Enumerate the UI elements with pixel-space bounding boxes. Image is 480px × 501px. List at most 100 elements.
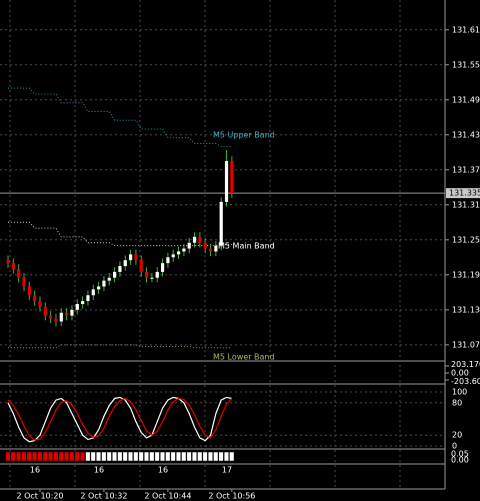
signal-block — [117, 451, 123, 462]
candle-body — [81, 301, 85, 304]
candle-body — [27, 286, 31, 296]
candle-body — [192, 236, 197, 243]
last-price-label: 131.335 — [449, 189, 480, 198]
signal-block — [69, 451, 75, 462]
candle-body — [113, 271, 117, 278]
y-tick-label: 0 — [452, 442, 457, 451]
candle-body — [160, 263, 165, 272]
candle-body — [75, 303, 79, 310]
candle-body — [187, 242, 191, 249]
stochastic-line — [7, 397, 233, 441]
y-tick-label: -203.600 — [451, 377, 480, 386]
signal-block — [63, 451, 70, 462]
day-label: 16 — [158, 466, 168, 475]
candle-body — [118, 266, 122, 272]
candle-body — [219, 201, 223, 246]
signal-block — [133, 451, 139, 462]
day-label: 16 — [94, 466, 104, 475]
signal-block — [101, 451, 107, 462]
signal-block — [191, 451, 197, 462]
candle-body — [134, 254, 138, 261]
signal-block — [21, 451, 27, 462]
signal-block — [90, 451, 96, 462]
signal-block — [170, 451, 176, 462]
day-label: 16 — [30, 466, 40, 475]
x-tick-label: 2 Oct 10:20 — [16, 492, 63, 501]
signal-block — [159, 451, 166, 462]
candle-body — [102, 280, 106, 287]
band-label: M5 Lower Band — [213, 353, 275, 362]
signal-block — [10, 451, 16, 462]
signal-block — [26, 451, 32, 462]
candle-body — [150, 277, 154, 279]
day-label: 17 — [222, 466, 232, 475]
y-tick-label: 20 — [452, 431, 462, 440]
band-label: M5 Main Band — [218, 242, 275, 251]
candle-body — [166, 257, 170, 264]
candle-body — [17, 268, 21, 278]
x-tick-label: 2 Oct 10:44 — [144, 492, 191, 501]
signal-block — [127, 451, 134, 462]
signal-block — [186, 451, 192, 462]
y-tick-label: 131.135 — [452, 305, 480, 314]
y-tick-label: 131.375 — [452, 165, 480, 174]
band-label: M5 Upper Band — [213, 131, 275, 140]
y-tick-label: 131.555 — [452, 60, 480, 69]
signal-block — [149, 451, 155, 462]
signal-block — [181, 451, 187, 462]
y-tick-label: 131.075 — [452, 340, 480, 349]
signal-block — [143, 451, 150, 462]
stochastic-line — [7, 396, 232, 443]
signal-block — [106, 451, 112, 462]
signal-block — [85, 451, 91, 462]
signal-block — [154, 451, 160, 462]
candle-body — [139, 260, 143, 272]
candle-body — [91, 289, 95, 296]
candle-body — [6, 260, 10, 264]
y-tick-label: 100 — [452, 388, 467, 397]
y-tick-label: 131.255 — [452, 235, 480, 244]
signal-block — [175, 451, 182, 462]
signal-block — [32, 451, 38, 462]
signal-block — [122, 451, 128, 462]
x-tick-label: 2 Oct 10:32 — [80, 492, 127, 501]
candle-body — [182, 248, 186, 252]
signal-block — [223, 451, 229, 462]
candle-body — [70, 309, 74, 316]
candle-body — [54, 318, 58, 322]
candle-body — [86, 295, 90, 302]
signal-block — [213, 451, 219, 462]
candle-body — [49, 315, 53, 319]
signal-block — [47, 451, 54, 462]
candle-body — [214, 245, 218, 252]
signal-block — [218, 451, 224, 462]
y-tick-label: 131.435 — [452, 130, 480, 139]
candle-body — [65, 312, 69, 316]
candle-body — [38, 301, 42, 307]
y-tick-label: 203.170 — [451, 360, 480, 369]
signal-block — [16, 451, 22, 462]
candle-body — [107, 277, 111, 281]
y-tick-label: 0.00 — [451, 368, 469, 377]
candle-body — [171, 254, 175, 258]
y-tick-label: 0.00 — [451, 456, 469, 465]
candle-body — [155, 271, 159, 278]
signal-block — [229, 451, 235, 462]
signal-block — [79, 451, 86, 462]
candle-body — [59, 312, 63, 322]
candle-body — [230, 161, 234, 194]
x-tick-label: 2 Oct 10:56 — [208, 492, 255, 501]
y-tick-label: 131.615 — [452, 25, 480, 34]
candle-body — [203, 242, 207, 249]
signal-block — [74, 451, 80, 462]
signal-block — [165, 451, 171, 462]
y-tick-label: 0.05 — [451, 450, 469, 459]
signal-block — [207, 451, 213, 462]
signal-block — [37, 451, 43, 462]
signal-block — [53, 451, 59, 462]
signal-block — [197, 451, 203, 462]
candle-body — [43, 306, 47, 316]
candle-body — [224, 161, 229, 202]
